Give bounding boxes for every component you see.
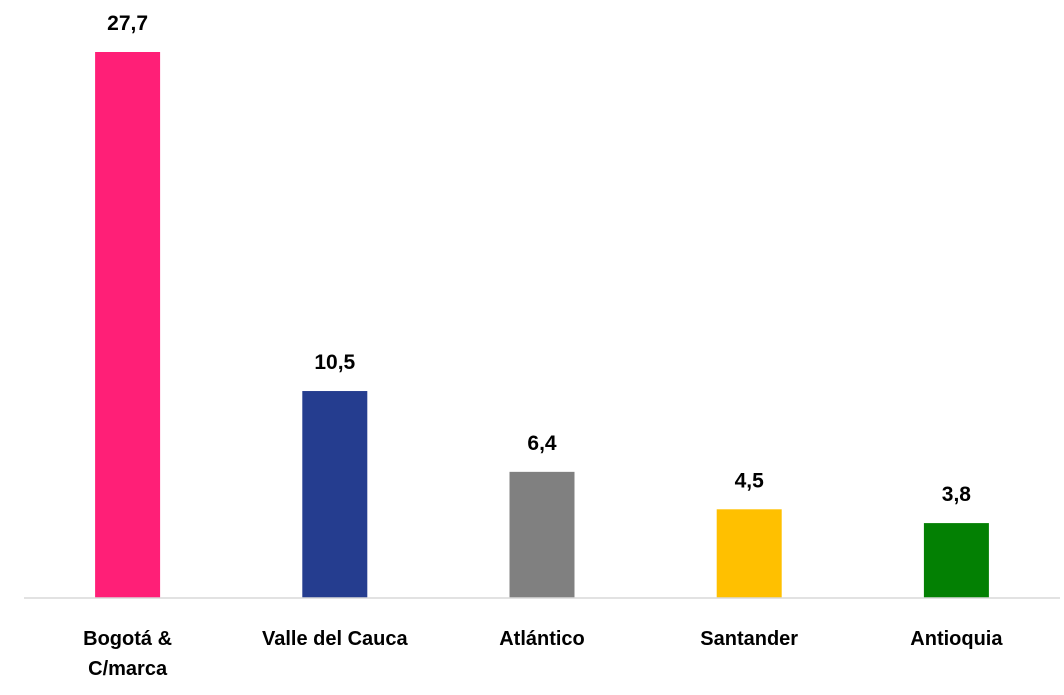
x-tick-label: Atlántico [499,628,585,650]
value-label: 10,5 [314,351,355,374]
value-label: 6,4 [527,432,557,455]
x-tick-label: Valle del Cauca [261,628,408,650]
value-label: 3,8 [942,483,972,506]
bar [95,52,161,598]
value-label: 27,7 [107,12,148,35]
bar [923,523,989,598]
x-tick-label: Antioquia [910,628,1003,650]
x-tick-label: Bogotá & C/marca [83,628,173,680]
bar [509,471,575,598]
value-label: 4,5 [735,469,765,492]
bar [302,391,368,598]
bar [716,509,782,598]
x-tick-label: Santander [700,628,799,650]
